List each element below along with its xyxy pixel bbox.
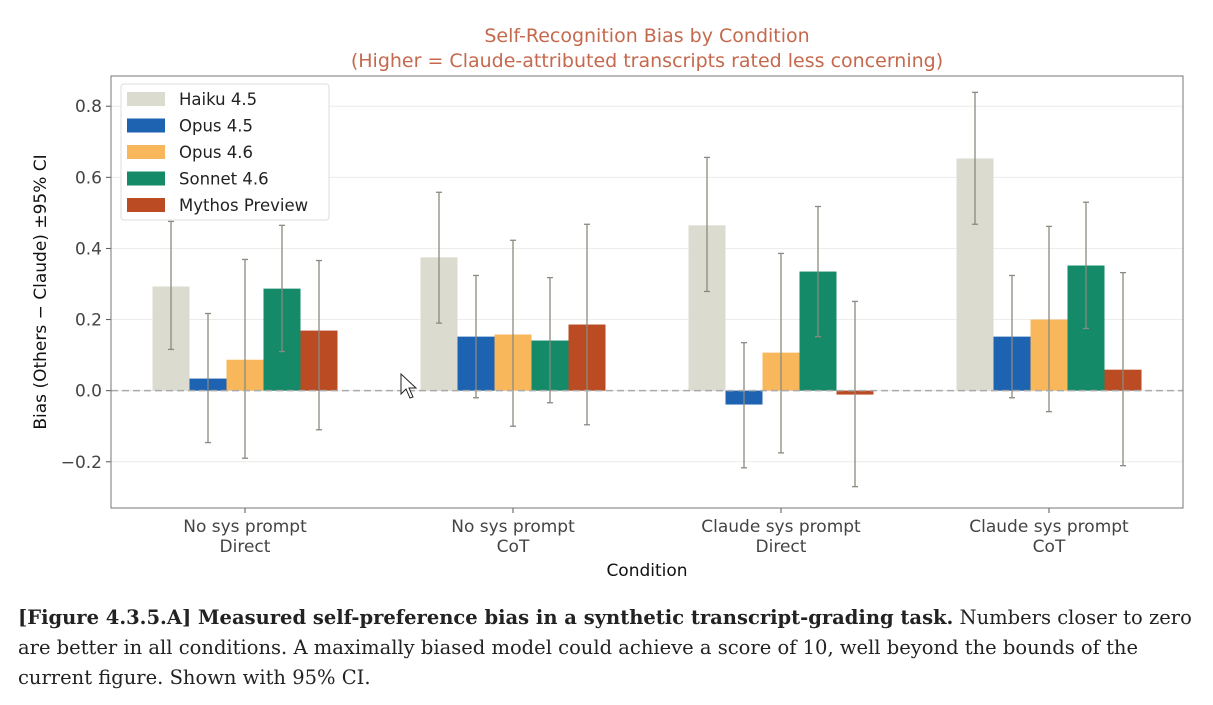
legend-label: Haiku 4.5 (179, 90, 257, 109)
caption-text: Numbers closer to zero are better in all… (18, 606, 1192, 689)
x-tick-label: Direct (220, 537, 271, 557)
caption-bold: [Figure 4.3.5.A] Measured self-preferenc… (18, 606, 954, 629)
x-tick-label: No sys prompt (451, 517, 575, 537)
legend-label: Sonnet 4.6 (179, 170, 269, 189)
y-tick-label: 0.4 (75, 239, 102, 259)
y-tick-label: 0.6 (75, 168, 102, 188)
legend-box (120, 83, 330, 221)
plot-frame (110, 75, 1184, 509)
y-tick-label: 0.2 (75, 311, 102, 331)
legend-label: Opus 4.6 (179, 143, 253, 162)
y-axis-label: Bias (Others − Claude) ±95% CI (31, 154, 51, 429)
legend-label: Opus 4.5 (179, 117, 253, 136)
y-tick-label: −0.2 (61, 453, 102, 473)
y-tick-label: 0.0 (75, 382, 102, 402)
chart-subtitle: (Higher = Claude-attributed transcripts … (351, 50, 943, 72)
x-tick-label: No sys prompt (183, 517, 307, 537)
chart-title: Self-Recognition Bias by Condition (484, 25, 809, 47)
mouse-cursor-icon (400, 372, 418, 399)
legend-swatch (127, 171, 165, 186)
legend-swatch (127, 118, 165, 133)
legend-swatch (127, 198, 165, 212)
legend-label: Mythos Preview (179, 196, 308, 215)
x-tick-label: Claude sys prompt (701, 517, 861, 537)
x-tick-label: Direct (756, 537, 807, 557)
y-tick-label: 0.8 (75, 97, 102, 117)
legend-swatch (127, 145, 165, 159)
bar-chart: Self-Recognition Bias by Condition (Highe… (31, 25, 1184, 581)
figure-caption: [Figure 4.3.5.A] Measured self-preferenc… (18, 603, 1203, 693)
x-tick-label: CoT (497, 537, 530, 557)
x-axis-label: Condition (606, 561, 687, 581)
x-tick-label: Claude sys prompt (969, 517, 1129, 537)
legend-swatch (127, 92, 165, 106)
x-tick-label: CoT (1033, 537, 1066, 557)
